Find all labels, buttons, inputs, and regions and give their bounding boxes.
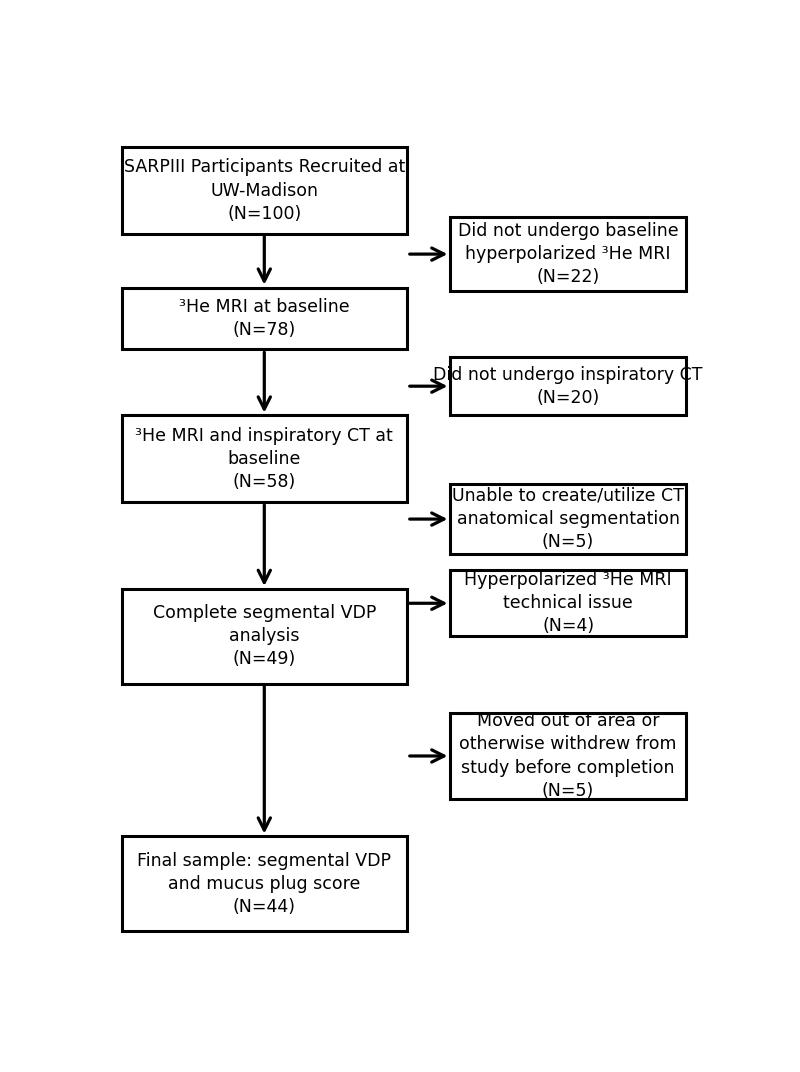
FancyBboxPatch shape [450, 713, 686, 800]
FancyBboxPatch shape [122, 589, 407, 684]
FancyBboxPatch shape [122, 147, 407, 234]
Text: ³He MRI and inspiratory CT at: ³He MRI and inspiratory CT at [135, 427, 393, 445]
Text: (N=5): (N=5) [542, 781, 594, 800]
Text: (N=5): (N=5) [542, 533, 594, 551]
Text: ³He MRI at baseline: ³He MRI at baseline [179, 298, 350, 316]
Text: Hyperpolarized ³He MRI: Hyperpolarized ³He MRI [464, 571, 672, 590]
FancyBboxPatch shape [122, 287, 407, 349]
Text: Unable to create/utilize CT: Unable to create/utilize CT [452, 487, 684, 505]
Text: anatomical segmentation: anatomical segmentation [457, 510, 680, 528]
Text: and mucus plug score: and mucus plug score [168, 875, 361, 893]
Text: (N=22): (N=22) [537, 268, 600, 286]
Text: SARPIII Participants Recruited at: SARPIII Participants Recruited at [124, 159, 405, 177]
Text: Final sample: segmental VDP: Final sample: segmental VDP [138, 852, 391, 869]
FancyBboxPatch shape [122, 836, 407, 932]
Text: Complete segmental VDP: Complete segmental VDP [153, 605, 376, 622]
Text: study before completion: study before completion [462, 759, 675, 776]
Text: (N=49): (N=49) [233, 651, 296, 669]
Text: Did not undergo baseline: Did not undergo baseline [458, 222, 678, 240]
Text: hyperpolarized ³He MRI: hyperpolarized ³He MRI [466, 245, 671, 263]
FancyBboxPatch shape [450, 483, 686, 554]
FancyBboxPatch shape [450, 357, 686, 415]
Text: Moved out of area or: Moved out of area or [477, 712, 659, 730]
Text: (N=4): (N=4) [542, 617, 594, 636]
Text: (N=58): (N=58) [233, 473, 296, 491]
Text: technical issue: technical issue [503, 594, 633, 612]
Text: (N=44): (N=44) [233, 898, 296, 917]
FancyBboxPatch shape [450, 217, 686, 292]
Text: baseline: baseline [228, 450, 301, 467]
Text: analysis: analysis [229, 627, 299, 645]
Text: UW-Madison: UW-Madison [210, 181, 318, 199]
Text: (N=20): (N=20) [537, 389, 600, 406]
Text: (N=100): (N=100) [227, 205, 302, 223]
Text: (N=78): (N=78) [233, 321, 296, 339]
FancyBboxPatch shape [122, 416, 407, 502]
Text: Did not undergo inspiratory CT: Did not undergo inspiratory CT [434, 366, 703, 384]
FancyBboxPatch shape [450, 570, 686, 637]
Text: otherwise withdrew from: otherwise withdrew from [459, 735, 677, 754]
